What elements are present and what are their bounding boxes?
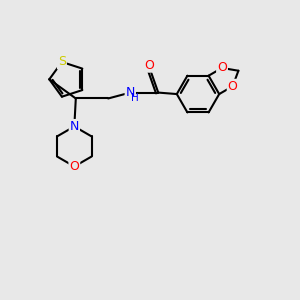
Text: S: S <box>58 56 66 68</box>
Text: O: O <box>217 61 227 74</box>
Text: H: H <box>131 93 139 103</box>
Text: N: N <box>126 86 135 99</box>
Text: O: O <box>228 80 238 93</box>
Text: N: N <box>70 120 79 133</box>
Text: O: O <box>69 160 79 173</box>
Text: O: O <box>145 59 154 72</box>
